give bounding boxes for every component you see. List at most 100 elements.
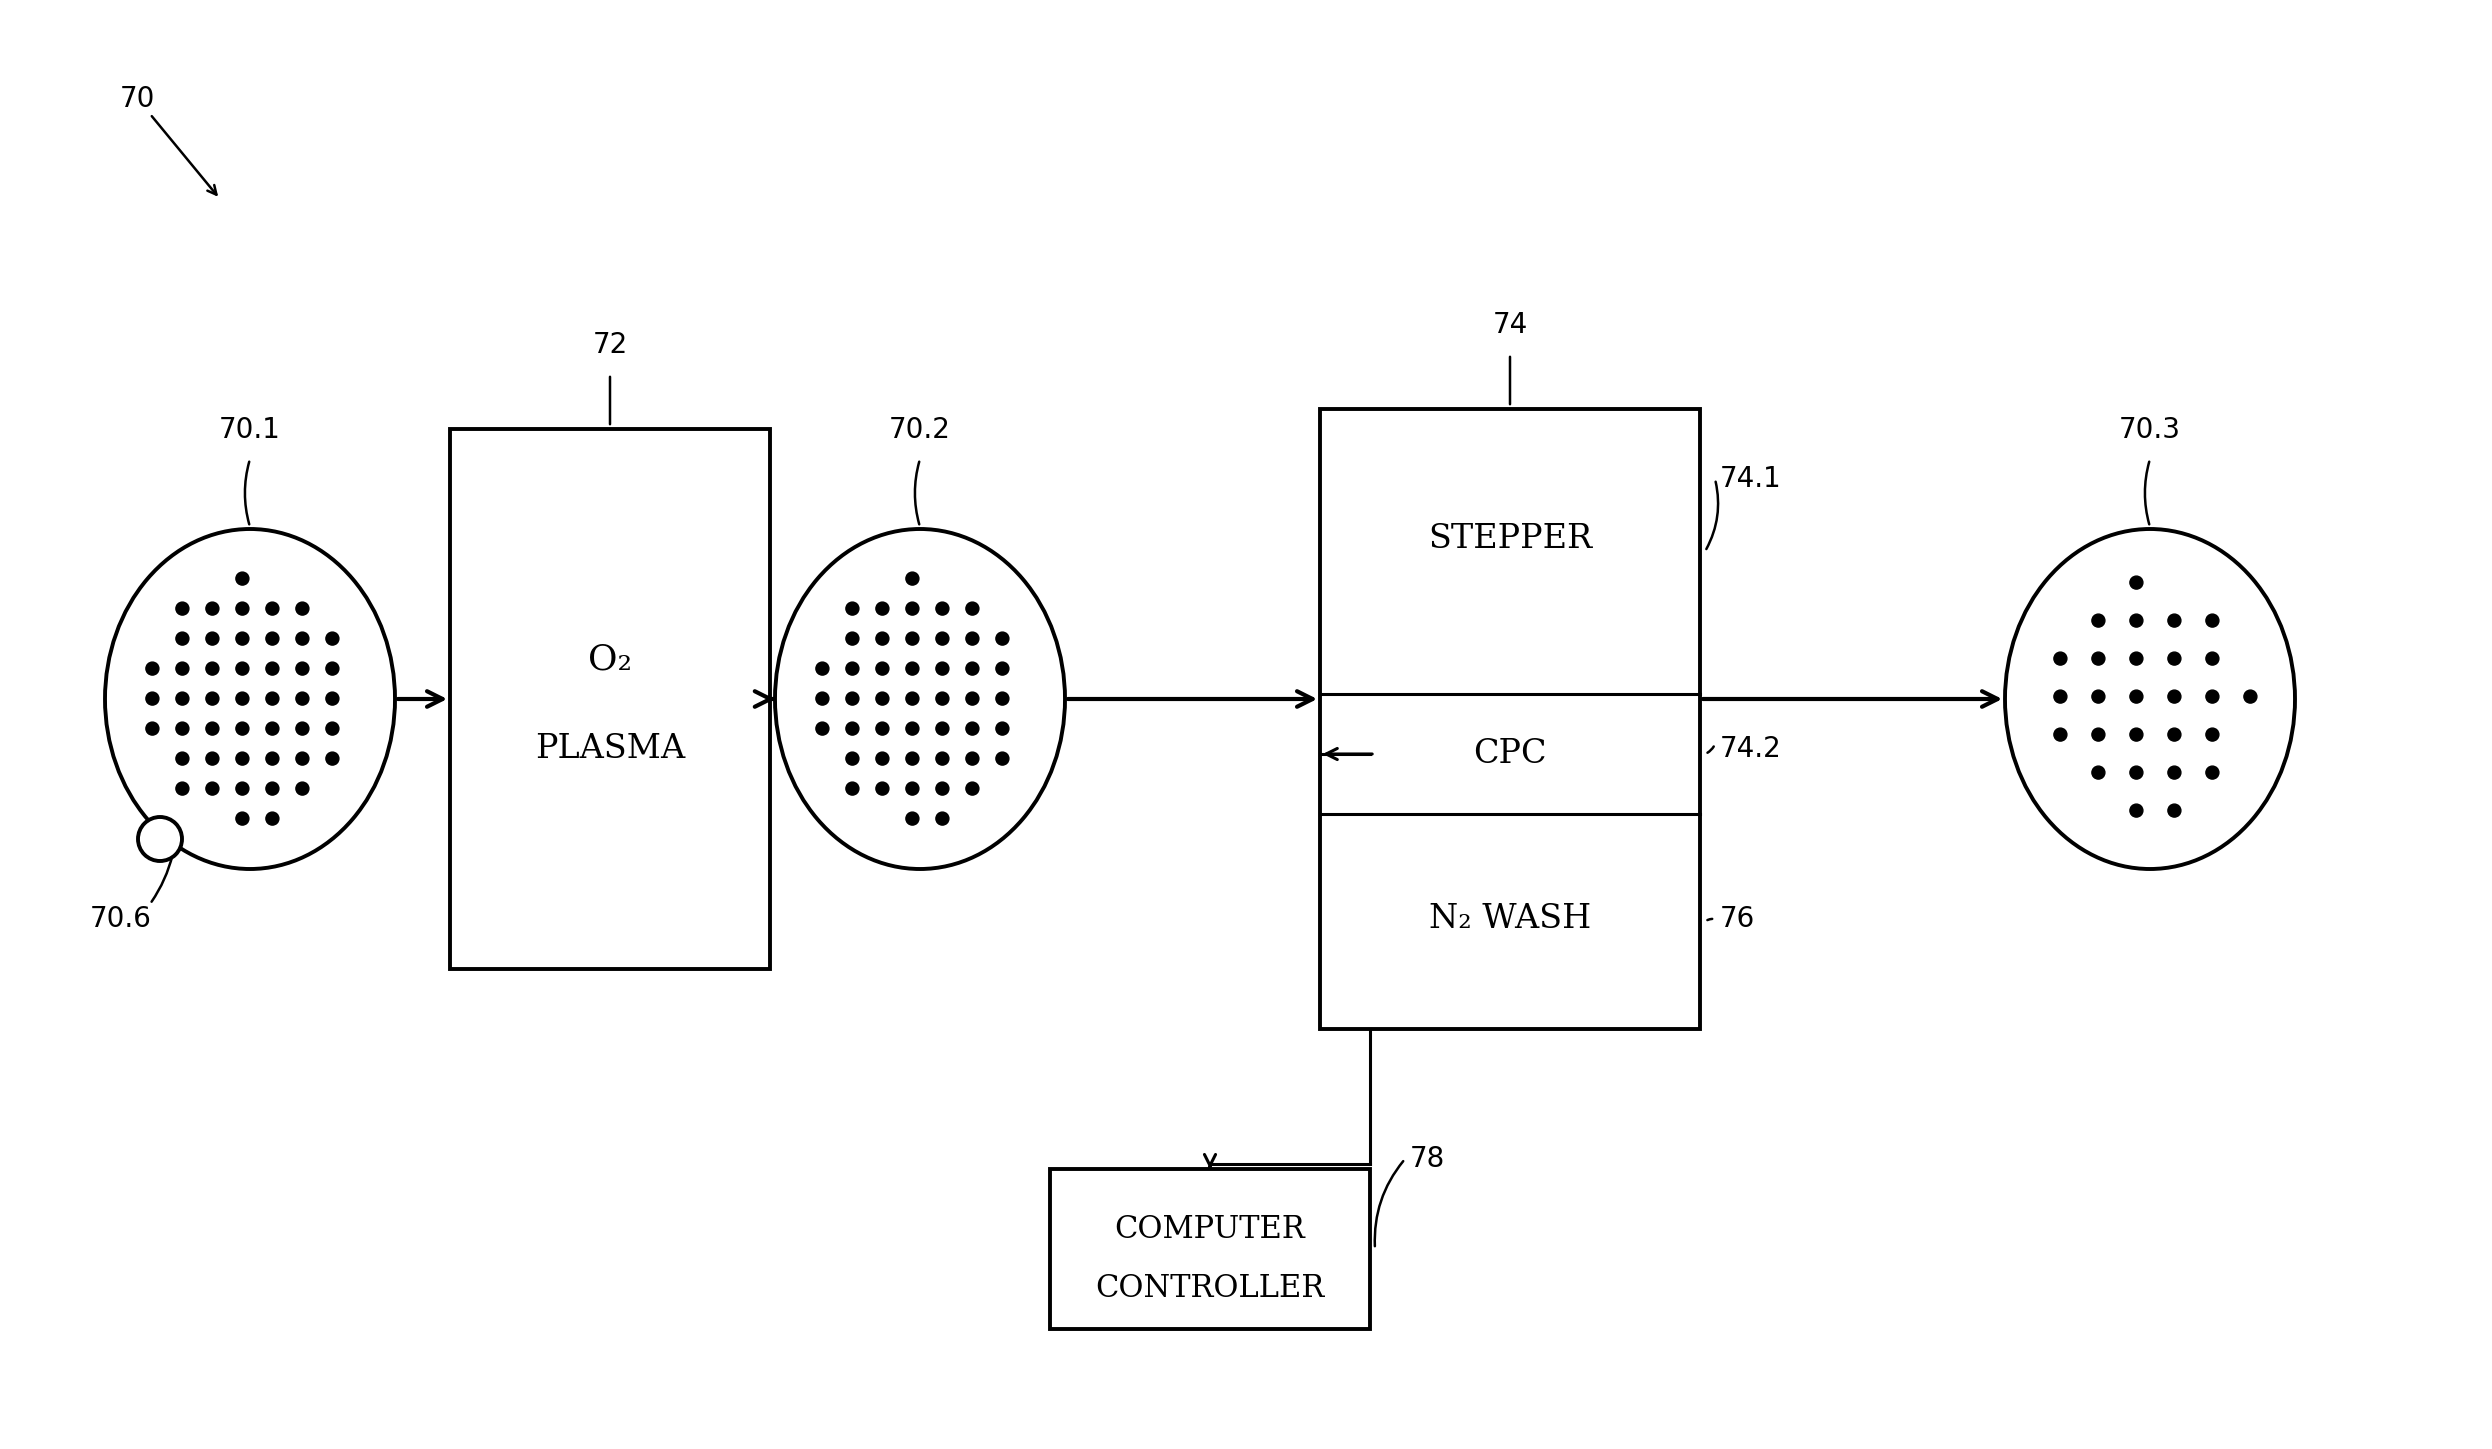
Circle shape [326,693,339,706]
Circle shape [207,693,219,706]
Circle shape [907,752,920,765]
Circle shape [815,722,830,735]
Circle shape [907,722,920,735]
Circle shape [297,752,309,765]
Circle shape [297,782,309,796]
Circle shape [2131,614,2143,627]
Circle shape [967,603,979,614]
Circle shape [177,782,189,796]
Circle shape [2131,690,2143,703]
Text: 70.2: 70.2 [890,416,952,443]
Ellipse shape [105,529,396,869]
Circle shape [997,662,1009,675]
Circle shape [2243,690,2258,703]
Circle shape [2131,767,2143,780]
Circle shape [2091,652,2106,665]
Circle shape [177,603,189,614]
Circle shape [207,662,219,675]
Circle shape [997,752,1009,765]
Circle shape [845,782,860,796]
Circle shape [237,693,249,706]
Ellipse shape [2006,529,2295,869]
Circle shape [267,782,279,796]
Circle shape [137,817,182,861]
Circle shape [267,662,279,675]
Circle shape [875,782,890,796]
Circle shape [297,722,309,735]
Circle shape [2091,690,2106,703]
Circle shape [875,632,890,645]
Text: 74.1: 74.1 [1719,465,1782,493]
Circle shape [177,722,189,735]
Circle shape [845,693,860,706]
Circle shape [207,752,219,765]
Bar [1321,409,1700,1029]
Circle shape [875,693,890,706]
Circle shape [177,752,189,765]
Circle shape [2205,690,2218,703]
Circle shape [237,572,249,585]
Circle shape [267,693,279,706]
Text: 70: 70 [120,85,155,113]
Circle shape [237,722,249,735]
Circle shape [967,693,979,706]
Circle shape [147,662,159,675]
Circle shape [267,752,279,765]
Circle shape [2168,690,2180,703]
Circle shape [2091,614,2106,627]
Circle shape [967,662,979,675]
Circle shape [267,632,279,645]
Circle shape [907,572,920,585]
Circle shape [937,782,949,796]
Circle shape [237,632,249,645]
Circle shape [907,603,920,614]
Circle shape [207,722,219,735]
Circle shape [2168,614,2180,627]
Circle shape [937,811,949,824]
Circle shape [997,722,1009,735]
Circle shape [2091,727,2106,740]
Circle shape [845,603,860,614]
Text: 76: 76 [1719,906,1754,933]
Circle shape [967,722,979,735]
Circle shape [2053,652,2066,665]
Circle shape [937,722,949,735]
Text: N₂ WASH: N₂ WASH [1428,903,1590,935]
Circle shape [147,693,159,706]
Circle shape [2053,727,2066,740]
Circle shape [297,662,309,675]
Circle shape [2131,804,2143,817]
Circle shape [237,662,249,675]
Circle shape [2091,767,2106,780]
Circle shape [207,603,219,614]
Circle shape [845,632,860,645]
Circle shape [907,662,920,675]
Circle shape [2205,652,2218,665]
Circle shape [297,632,309,645]
Circle shape [937,752,949,765]
Circle shape [2131,652,2143,665]
Text: 70.6: 70.6 [90,906,152,933]
Circle shape [177,632,189,645]
Text: 74.2: 74.2 [1719,735,1782,764]
Circle shape [875,752,890,765]
Ellipse shape [775,529,1064,869]
Text: STEPPER: STEPPER [1428,523,1592,555]
Circle shape [967,782,979,796]
Circle shape [237,782,249,796]
Bar [451,429,770,969]
Text: 70.3: 70.3 [2118,416,2180,443]
Circle shape [237,811,249,824]
Circle shape [297,693,309,706]
Circle shape [2053,690,2066,703]
Circle shape [997,632,1009,645]
Text: O₂: O₂ [588,642,633,677]
Circle shape [326,722,339,735]
Circle shape [845,662,860,675]
Circle shape [2205,727,2218,740]
Text: CONTROLLER: CONTROLLER [1096,1274,1326,1304]
Circle shape [177,662,189,675]
Circle shape [2131,577,2143,590]
Circle shape [207,632,219,645]
Circle shape [147,722,159,735]
